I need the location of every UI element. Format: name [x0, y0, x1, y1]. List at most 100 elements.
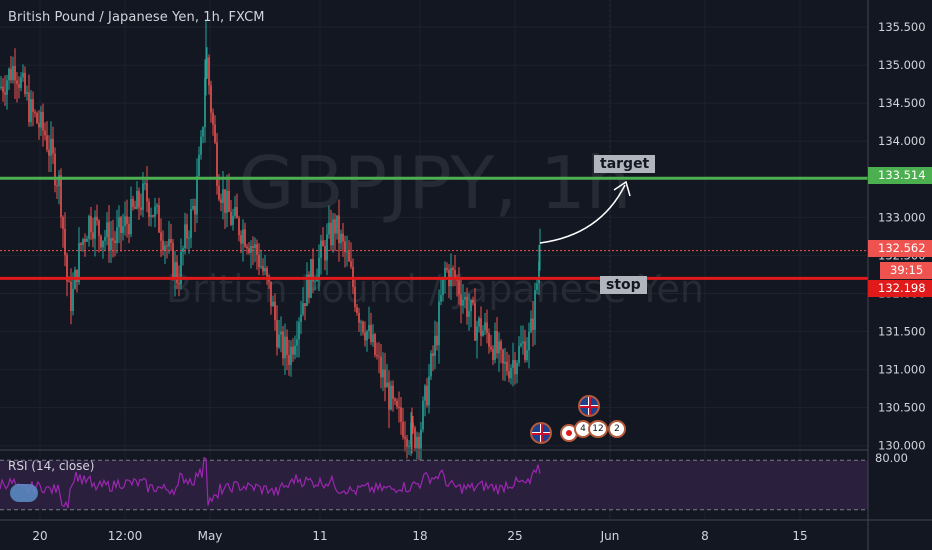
candle-body — [194, 205, 196, 215]
candle-body — [176, 262, 178, 284]
candle-body — [464, 296, 466, 300]
candle-body — [218, 185, 220, 200]
candle-body — [526, 350, 528, 361]
candle-body — [222, 189, 224, 203]
candle-body — [34, 111, 36, 114]
candle-body — [424, 385, 426, 401]
candle-body — [506, 361, 508, 372]
candle-body — [372, 334, 374, 343]
candle-body — [326, 234, 328, 261]
candle-body — [536, 283, 538, 290]
price-tick-label: 135.500 — [878, 20, 926, 34]
candle-body — [276, 320, 278, 348]
candle-body — [100, 235, 102, 248]
candle-body — [168, 239, 170, 247]
candle-body — [518, 345, 520, 363]
candle-body — [330, 222, 332, 246]
candle-body — [260, 266, 262, 268]
candle-body — [198, 154, 200, 177]
candle-body — [254, 244, 256, 248]
candle-body — [226, 190, 228, 213]
candle-body — [488, 333, 490, 347]
candle-body — [70, 281, 72, 312]
candle-body — [522, 341, 524, 344]
candle-body — [200, 136, 202, 155]
target-arrow[interactable] — [539, 184, 626, 244]
candle-body — [468, 311, 470, 317]
time-tick-label: 25 — [507, 529, 522, 543]
candle-body — [220, 199, 222, 203]
chart-title: British Pound / Japanese Yen, 1h, FXCM — [8, 10, 265, 25]
candle-body — [478, 318, 480, 327]
candle-body — [412, 422, 414, 429]
candle-body — [24, 72, 26, 94]
candle-body — [252, 246, 254, 248]
candle-body — [462, 299, 464, 306]
candle-body — [460, 294, 462, 306]
candle-body — [170, 239, 172, 243]
candle-body — [178, 283, 180, 285]
event-marker-count[interactable]: 12 — [588, 420, 608, 438]
candle-body — [482, 330, 484, 336]
candle-body — [2, 86, 4, 93]
uk-flag-icon[interactable] — [530, 422, 552, 444]
candle-body — [442, 277, 444, 296]
candle-body — [112, 238, 114, 241]
target-label[interactable]: target — [594, 155, 656, 173]
candle-body — [256, 244, 258, 255]
candle-body — [98, 220, 100, 236]
candle-body — [378, 355, 380, 357]
candle-body — [386, 382, 388, 388]
candle-body — [516, 362, 518, 375]
candle-body — [304, 303, 306, 307]
rsi-pane — [0, 449, 868, 511]
candle-body — [108, 222, 110, 251]
candle-body — [458, 280, 460, 295]
candle-body — [102, 240, 104, 248]
candles — [0, 19, 541, 467]
candle-body — [376, 354, 378, 356]
candle-body — [534, 289, 536, 330]
stop-label[interactable]: stop — [600, 276, 647, 294]
candle-body — [172, 242, 174, 279]
candle-body — [152, 215, 154, 217]
candle-body — [444, 267, 446, 278]
candle-body — [126, 216, 128, 224]
time-tick-label: Jun — [600, 529, 620, 543]
candle-body — [446, 267, 448, 270]
price-tick-label: 133.000 — [878, 210, 926, 224]
candle-body — [322, 240, 324, 247]
price-tick-label: 134.000 — [878, 134, 926, 148]
candle-body — [490, 346, 492, 349]
candle-body — [294, 345, 296, 355]
candle-body — [10, 68, 12, 81]
candle-body — [370, 324, 372, 343]
event-marker-count[interactable]: 2 — [608, 420, 626, 438]
candle-body — [472, 299, 474, 304]
uk-flag-icon[interactable] — [578, 395, 600, 417]
candle-body — [344, 241, 346, 253]
candle-body — [492, 348, 494, 360]
symbol-watermark: GBPJPY, 1h — [239, 141, 632, 225]
candle-body — [332, 219, 334, 246]
candle-body — [520, 343, 522, 346]
candle-body — [156, 205, 158, 207]
candle-body — [280, 331, 282, 335]
candle-body — [68, 281, 70, 283]
rsi-label: RSI (14, close) — [8, 459, 95, 473]
candle-body — [410, 422, 412, 447]
candle-body — [44, 130, 46, 136]
candle-body — [368, 324, 370, 332]
candle-body — [154, 206, 156, 217]
candle-body — [234, 207, 236, 216]
candle-body — [272, 301, 274, 307]
candle-body — [78, 243, 80, 283]
candle-body — [192, 205, 194, 210]
target-price-tag: 133.514 — [868, 167, 932, 184]
candle-body — [182, 248, 184, 252]
candle-body — [496, 330, 498, 354]
candle-body — [396, 400, 398, 407]
candle-body — [216, 142, 218, 186]
